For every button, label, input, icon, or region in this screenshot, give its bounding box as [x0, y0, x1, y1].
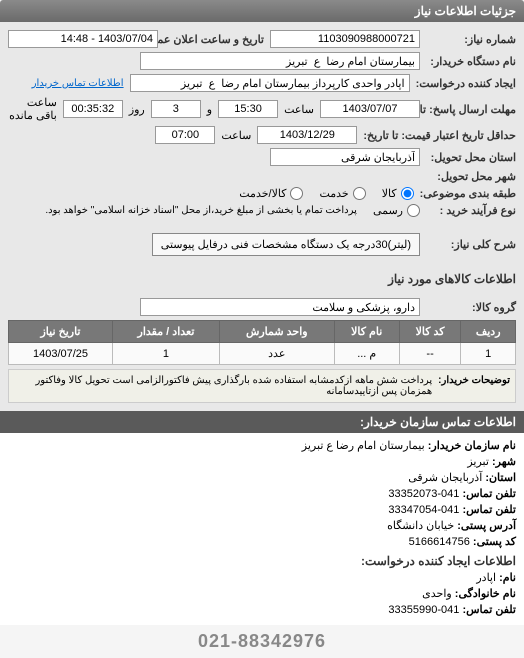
desc-label: شرح کلی نیاز:: [426, 238, 516, 251]
deadline-time-input[interactable]: [218, 100, 278, 118]
buyer-label: نام دستگاه خریدار:: [426, 55, 516, 68]
cat-both-input[interactable]: [290, 187, 303, 200]
contact-header: اطلاعات تماس سازمان خریدار:: [0, 411, 524, 433]
mintime-input[interactable]: [155, 126, 215, 144]
day-label: روز: [129, 103, 145, 116]
details-header: جزئیات اطلاعات نیاز: [0, 0, 524, 22]
cat-service-input[interactable]: [353, 187, 366, 200]
days-input[interactable]: [151, 100, 201, 118]
process-note: پرداخت تمام یا بخشی از مبلغ خرید،از محل …: [45, 205, 357, 216]
remain-label: ساعت باقی مانده: [8, 96, 57, 122]
items-header: اطلاعات کالاهای مورد نیاز: [0, 268, 524, 290]
requester-sub-header: اطلاعات ایجاد کننده درخواست:: [8, 551, 516, 571]
deadline-date-input[interactable]: [320, 100, 420, 118]
time-label-1: ساعت: [284, 103, 314, 116]
delivery-state-label: استان محل تحویل:: [426, 151, 516, 164]
table-header: ردیف: [461, 321, 516, 343]
cat-service-radio[interactable]: خدمت: [319, 187, 365, 200]
process-label: نوع فرآیند خرید :: [426, 204, 516, 217]
need-no-label: شماره نیاز:: [426, 33, 516, 46]
delivery-state-input[interactable]: [270, 148, 420, 166]
table-header: تعداد / مقدار: [113, 321, 220, 343]
table-header: کد کالا: [399, 321, 461, 343]
table-header: نام کالا: [334, 321, 399, 343]
cat-both-radio[interactable]: کالا/خدمت: [239, 187, 303, 200]
remain-input[interactable]: [63, 100, 123, 118]
contact-link[interactable]: اطلاعات تماس خریدار: [32, 78, 124, 89]
mindate-input[interactable]: [257, 126, 357, 144]
group-label: گروه کالا:: [426, 301, 516, 314]
desc-value: (لیتر)30درجه یک دستگاه مشخصات فنی درفایل…: [152, 233, 420, 256]
buyer-note-text: پرداخت شش ماهه ازکدمشابه استفاده شده بار…: [14, 375, 432, 397]
mindate-label: حداقل تاریخ اعتبار قیمت: تا تاریخ:: [363, 129, 516, 142]
requester-label: ایجاد کننده درخواست:: [416, 77, 516, 90]
category-label: طبقه بندی موضوعی:: [420, 187, 516, 200]
group-input[interactable]: [140, 298, 420, 316]
table-header: واحد شمارش: [219, 321, 334, 343]
requester-input[interactable]: [130, 74, 410, 92]
delivery-city-label: شهر محل تحویل:: [426, 170, 516, 183]
need-no-input[interactable]: [270, 30, 420, 48]
buyer-note-box: توضیحات خریدار: پرداخت شش ماهه ازکدمشابه…: [8, 369, 516, 403]
buyer-input[interactable]: [140, 52, 420, 70]
cat-goods-input[interactable]: [401, 187, 414, 200]
datetime-input[interactable]: [8, 30, 158, 48]
items-section: اطلاعات کالاهای مورد نیاز گروه کالا: ردی…: [0, 268, 524, 411]
items-table: ردیفکد کالانام کالاواحد شمارشتعداد / مقد…: [8, 320, 516, 365]
and-label: و: [207, 103, 212, 116]
contact-body: نام سازمان خریدار: بیمارستان امام رضا ع …: [0, 433, 524, 625]
deadline-label: مهلت ارسال پاسخ: تا تاریخ:: [426, 103, 516, 116]
cat-goods-radio[interactable]: کالا: [382, 187, 414, 200]
cash-input[interactable]: [407, 204, 420, 217]
time-label-2: ساعت: [221, 129, 251, 142]
buyer-note-label: توضیحات خریدار:: [438, 375, 510, 397]
table-row: 1--م ...عدد11403/07/25: [9, 343, 516, 365]
footer-phone: 021-88342976: [0, 625, 524, 658]
table-header: تاریخ نیاز: [9, 321, 113, 343]
details-section: جزئیات اطلاعات نیاز شماره نیاز: تاریخ و …: [0, 0, 524, 268]
datetime-label: تاریخ و ساعت اعلان عمومی:: [164, 33, 264, 46]
cash-radio[interactable]: رسمی: [373, 204, 420, 217]
